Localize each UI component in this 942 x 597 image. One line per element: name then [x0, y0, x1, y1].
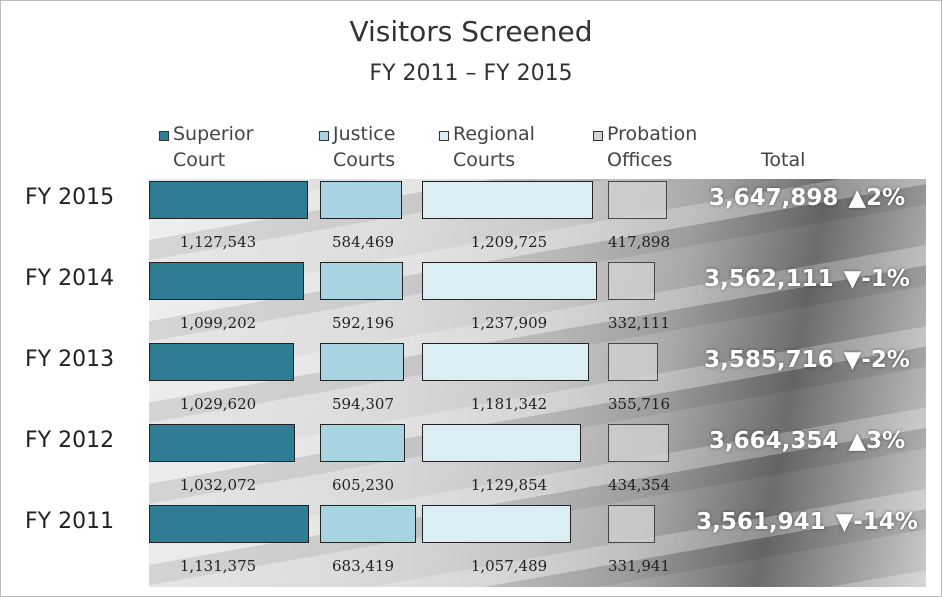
value-label: 1,131,375 — [179, 557, 257, 575]
legend-label: Justice Courts — [333, 123, 396, 171]
value-label: 584,469 — [331, 233, 395, 251]
chart-title: Visitors Screened — [349, 15, 593, 48]
total-header: Total — [761, 149, 806, 171]
total-label: 3,664,354 ▲3% — [687, 428, 927, 454]
legend-label: Superior Court — [173, 123, 254, 171]
value-label: 592,196 — [331, 314, 395, 332]
total-label: 3,561,941 ▼-14% — [687, 509, 927, 535]
value-label: 434,354 — [607, 476, 671, 494]
legend-swatch — [439, 131, 449, 141]
value-label: 1,181,342 — [470, 395, 548, 413]
value-label: 683,419 — [331, 557, 395, 575]
total-label: 3,585,716 ▼-2% — [687, 347, 927, 373]
legend-swatch — [593, 131, 603, 141]
total-value: 3,647,898 — [708, 185, 839, 211]
bar — [608, 505, 655, 543]
value-label: 594,307 — [331, 395, 395, 413]
bar — [149, 424, 295, 462]
value-label: 1,057,489 — [470, 557, 548, 575]
bar — [320, 505, 417, 543]
legend-swatch — [159, 131, 169, 141]
total-change: ▼-1% — [843, 266, 910, 292]
legend-label: Probation Offices — [607, 123, 698, 171]
value-label: 1,237,909 — [470, 314, 548, 332]
total-label: 3,647,898 ▲2% — [687, 185, 927, 211]
bar — [422, 505, 572, 543]
value-label: 1,032,072 — [179, 476, 257, 494]
row-label: FY 2011 — [25, 509, 115, 534]
legend-entry: Justice Courts — [319, 121, 423, 173]
bar — [608, 343, 659, 381]
legend-label: Regional Courts — [453, 123, 535, 171]
value-label: 1,029,620 — [179, 395, 257, 413]
value-label: 355,716 — [607, 395, 671, 413]
bar — [608, 262, 655, 300]
total-change: ▼-14% — [835, 509, 918, 535]
legend-entry: Probation Offices — [593, 121, 727, 173]
row-label: FY 2015 — [25, 185, 115, 210]
bar — [320, 424, 406, 462]
bar — [422, 424, 582, 462]
bar — [608, 424, 670, 462]
bar — [320, 262, 404, 300]
row-label: FY 2012 — [25, 428, 115, 453]
value-label: 332,111 — [607, 314, 671, 332]
legend-entry: Regional Courts — [439, 121, 563, 173]
bar — [422, 181, 593, 219]
bar — [608, 181, 667, 219]
total-change: ▼-2% — [843, 347, 910, 373]
row-label: FY 2014 — [25, 266, 115, 291]
chart-subtitle: FY 2011 – FY 2015 — [369, 61, 573, 86]
row-label: FY 2013 — [25, 347, 115, 372]
total-value: 3,664,354 — [708, 428, 839, 454]
total-change: ▲2% — [848, 185, 906, 211]
bar — [149, 181, 308, 219]
bar — [422, 262, 597, 300]
total-value: 3,585,716 — [704, 347, 834, 373]
value-label: 605,230 — [331, 476, 395, 494]
total-change: ▲3% — [848, 428, 906, 454]
total-value: 3,561,941 — [696, 509, 826, 535]
total-value: 3,562,111 — [704, 266, 834, 292]
legend-entry: Superior Court — [159, 121, 283, 173]
bar — [320, 181, 403, 219]
value-label: 1,099,202 — [179, 314, 257, 332]
value-label: 331,941 — [607, 557, 671, 575]
value-label: 1,127,543 — [179, 233, 257, 251]
value-label: 1,129,854 — [470, 476, 548, 494]
bar — [149, 262, 304, 300]
bar — [149, 505, 309, 543]
value-label: 417,898 — [607, 233, 671, 251]
value-label: 1,209,725 — [470, 233, 548, 251]
bar — [422, 343, 589, 381]
bar — [149, 343, 295, 381]
total-label: 3,562,111 ▼-1% — [687, 266, 927, 292]
legend-swatch — [319, 131, 329, 141]
bar — [320, 343, 404, 381]
